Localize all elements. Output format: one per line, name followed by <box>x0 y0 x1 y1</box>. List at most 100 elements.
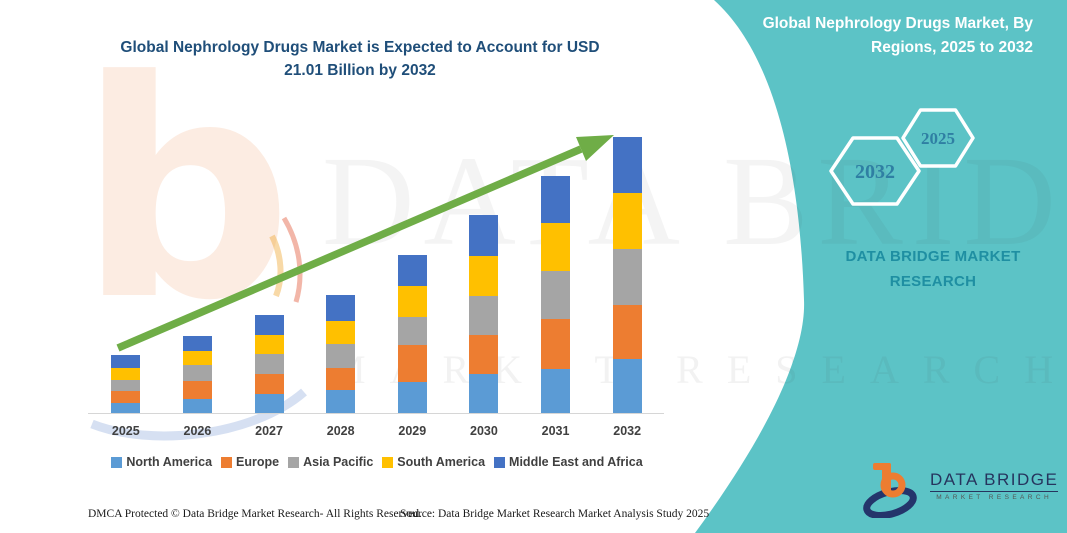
bar-segment-2026-south-america <box>182 351 212 365</box>
side-panel-background <box>695 0 1067 533</box>
bar-segment-2028-asia-pacific <box>326 344 356 368</box>
bar-segment-2026-north-america <box>182 399 212 413</box>
bar-segment-2025-europe <box>111 391 141 403</box>
bar-column-2030 <box>448 133 520 413</box>
x-axis-label-2027: 2027 <box>255 424 283 438</box>
bar-segment-2026-europe <box>182 381 212 399</box>
bar-stack-2029 <box>397 255 427 413</box>
bar-segment-2032-europe <box>612 305 642 359</box>
bar-segment-2030-north-america <box>469 374 499 413</box>
legend-label: Europe <box>236 455 280 469</box>
hexagon-2032 <box>829 136 921 206</box>
legend-item-europe: Europe <box>221 455 279 469</box>
bar-column-2026 <box>162 133 234 413</box>
bar-stack-2031 <box>541 176 571 413</box>
chart-title: Global Nephrology Drugs Market is Expect… <box>70 36 650 82</box>
bar-segment-2027-europe <box>254 374 284 394</box>
panel-heading-line2: Regions, 2025 to 2032 <box>871 39 1033 56</box>
legend: North America Europe Asia Pacific South Ame… <box>84 455 670 469</box>
bar-segment-2029-south-america <box>397 286 427 317</box>
x-axis-label-2025: 2025 <box>111 424 140 438</box>
x-axis-label-2032: 2032 <box>613 424 642 438</box>
legend-swatch <box>221 456 233 468</box>
legend-swatch <box>111 456 123 468</box>
bar-segment-2027-middle-east-and-africa <box>254 315 284 335</box>
legend-label: Middle East and Africa <box>509 455 643 469</box>
dbmr-logo: DATA BRIDGE MARKET RESEARCH <box>860 460 1059 518</box>
bar-segment-2030-south-america <box>469 256 499 296</box>
bar-segment-2030-europe <box>469 335 499 374</box>
legend-label: North America <box>126 455 213 469</box>
bar-segment-2026-middle-east-and-africa <box>182 336 212 351</box>
bar-segment-2025-middle-east-and-africa <box>111 355 141 368</box>
bar-column-2025 <box>90 133 162 413</box>
hexagon-2025-label: 2025 <box>921 129 955 148</box>
hexagon-badges: 2032 2025 <box>829 108 975 206</box>
legend-item-middle-east-and-africa: Middle East and Africa <box>494 455 643 469</box>
bar-segment-2031-south-america <box>541 223 571 271</box>
legend-item-asia-pacific: Asia Pacific <box>288 455 373 469</box>
legend-label: Asia Pacific <box>303 455 374 469</box>
chart-title-line2: 21.01 Billion by 2032 <box>284 62 436 79</box>
bar-segment-2030-asia-pacific <box>469 296 499 335</box>
bar-column-2031 <box>520 133 592 413</box>
bar-segment-2027-south-america <box>254 335 284 354</box>
bar-stack-2026 <box>182 336 212 413</box>
bar-stack-2025 <box>111 355 141 413</box>
bar-segment-2027-north-america <box>254 394 284 413</box>
bar-segment-2029-middle-east-and-africa <box>397 255 427 286</box>
legend-label: South America <box>397 455 486 469</box>
panel-heading-line1: Global Nephrology Drugs Market, By <box>762 15 1033 32</box>
bar-segment-2031-asia-pacific <box>541 271 571 319</box>
legend-swatch <box>494 456 506 468</box>
bar-stack-2028 <box>326 295 356 413</box>
bar-segment-2028-south-america <box>326 321 356 344</box>
bar-segment-2025-north-america <box>111 403 141 413</box>
hexagon-2032-label: 2032 <box>855 161 895 183</box>
bar-segment-2028-middle-east-and-africa <box>326 295 356 321</box>
x-axis-label-2030: 2030 <box>470 424 498 438</box>
bar-segment-2032-south-america <box>612 193 642 249</box>
x-axis-label-2028: 2028 <box>326 424 355 438</box>
panel-brand-line2: RESEARCH <box>889 273 977 290</box>
legend-item-north-america: North America <box>111 455 212 469</box>
bar-segment-2031-middle-east-and-africa <box>541 176 571 223</box>
bar-column-2029 <box>377 133 449 413</box>
bar-column-2028 <box>305 133 377 413</box>
bar-segment-2031-europe <box>541 319 571 369</box>
footer-dmca: DMCA Protected © Data Bridge Market Rese… <box>88 508 422 520</box>
legend-item-south-america: South America <box>382 455 485 469</box>
bars <box>90 133 663 413</box>
x-axis-label-2029: 2029 <box>398 424 427 438</box>
bar-segment-2032-north-america <box>612 359 642 413</box>
bar-segment-2027-asia-pacific <box>254 354 284 374</box>
logo-name: DATA BRIDGE <box>930 470 1059 492</box>
bar-segment-2025-south-america <box>111 368 141 380</box>
dbmr-logo-icon <box>863 463 917 518</box>
panel-heading: Global Nephrology Drugs Market, By Regio… <box>703 12 1033 60</box>
bar-stack-2032 <box>612 137 642 413</box>
legend-swatch <box>382 456 394 468</box>
bar-segment-2032-middle-east-and-africa <box>612 137 642 193</box>
bar-segment-2029-asia-pacific <box>397 317 427 345</box>
bar-segment-2031-north-america <box>541 369 571 413</box>
x-axis-line <box>88 413 664 414</box>
bar-segment-2026-asia-pacific <box>182 365 212 381</box>
bar-segment-2028-europe <box>326 368 356 390</box>
logo-text: DATA BRIDGE MARKET RESEARCH <box>930 460 1059 501</box>
bar-segment-2029-europe <box>397 345 427 382</box>
x-axis-labels: 2025 2026 2027 2028 2029 2030 2031 2032 <box>90 424 663 438</box>
panel-brand-line1: DATA BRIDGE MARKET <box>845 248 1021 265</box>
panel-brand-text: DATA BRIDGE MARKET RESEARCH <box>828 244 1038 294</box>
hexagon-2025 <box>901 108 975 168</box>
footer-source: Source: Data Bridge Market Research Mark… <box>400 508 710 520</box>
logo-b-bowl <box>880 472 906 498</box>
bar-segment-2030-middle-east-and-africa <box>469 215 499 256</box>
bar-segment-2032-asia-pacific <box>612 249 642 305</box>
legend-swatch <box>288 456 300 468</box>
x-axis-label-2026: 2026 <box>183 424 212 438</box>
x-axis-label-2031: 2031 <box>541 424 570 438</box>
bar-segment-2025-asia-pacific <box>111 380 141 391</box>
